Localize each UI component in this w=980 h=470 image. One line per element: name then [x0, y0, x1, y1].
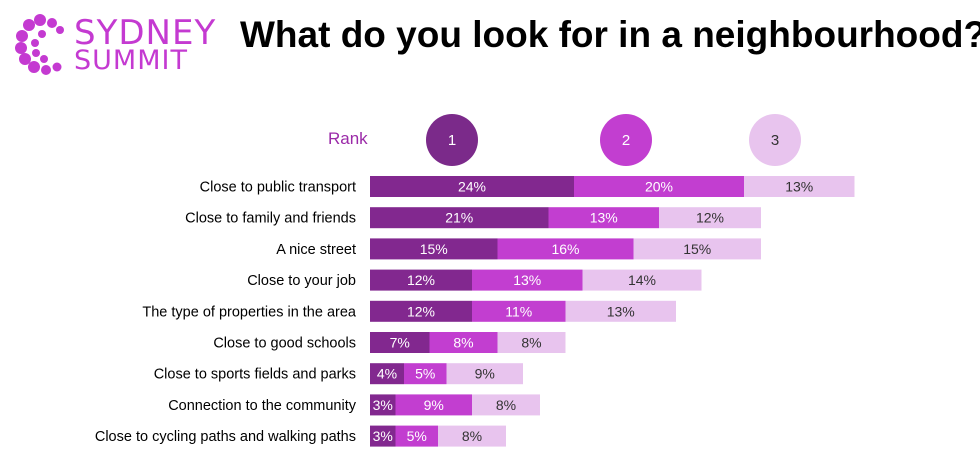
- bar-segment-rank-1: [370, 269, 472, 291]
- bar-segment-rank-3: [633, 238, 761, 260]
- bar-value-label: 8%: [462, 428, 482, 444]
- bar-value-label: 9%: [475, 366, 495, 382]
- category-label: The type of properties in the area: [142, 304, 357, 320]
- bar-segment-rank-3: [446, 363, 523, 385]
- bar-value-label: 20%: [645, 179, 673, 195]
- bar-segment-rank-1: [370, 300, 472, 322]
- bar-segment-rank-3: [497, 332, 566, 353]
- page-title: What do you look for in a neighbourhood?: [240, 14, 980, 55]
- rank-1-badge: 1: [426, 114, 478, 166]
- bar-segment-rank-2: [472, 300, 566, 322]
- bar-value-label: 12%: [696, 210, 724, 226]
- category-label: Close to good schools: [213, 336, 356, 352]
- bar-value-label: 13%: [513, 272, 541, 288]
- bar-segment-rank-2: [548, 207, 659, 229]
- bar-segment-rank-3: [659, 207, 761, 229]
- bar-value-label: 5%: [415, 366, 435, 382]
- bar-value-label: 7%: [390, 335, 410, 351]
- bar-value-label: 13%: [785, 179, 813, 195]
- logo-ring-icon: [15, 14, 64, 75]
- bar-value-label: 4%: [377, 366, 397, 382]
- bar-segment-rank-3: [438, 425, 506, 447]
- rank-2-badge: 2: [600, 114, 652, 166]
- bar-value-label: 8%: [496, 397, 516, 413]
- bar-value-label: 15%: [420, 241, 448, 257]
- bar-segment-rank-2: [395, 394, 472, 416]
- bar-segment-rank-1: [370, 332, 430, 353]
- bar-value-label: 12%: [407, 272, 435, 288]
- bar-value-label: 15%: [683, 241, 711, 257]
- category-label: Close to family and friends: [185, 211, 356, 227]
- bar-segment-rank-2: [429, 332, 498, 353]
- rank-3-badge: 3: [749, 114, 801, 166]
- bar-value-label: 13%: [607, 303, 635, 319]
- bar-segment-rank-2: [395, 425, 438, 447]
- bar-value-label: 9%: [424, 397, 444, 413]
- rank-label: Rank: [328, 129, 368, 148]
- category-label: Close to cycling paths and walking paths: [95, 429, 356, 445]
- bar-value-label: 13%: [590, 210, 618, 226]
- category-label: Close to sports fields and parks: [154, 367, 356, 383]
- bar-segment-rank-3: [582, 269, 702, 291]
- bar-value-label: 5%: [407, 428, 427, 444]
- bar-segment-rank-1: [370, 176, 574, 197]
- bar-value-label: 24%: [458, 179, 486, 195]
- bar-segment-rank-2: [472, 269, 583, 291]
- bar-segment-rank-2: [497, 238, 634, 260]
- logo-text-summit: SUMMIT: [74, 45, 188, 76]
- category-label: Connection to the community: [168, 398, 357, 414]
- bar-segment-rank-3: [472, 394, 540, 416]
- bar-segment-rank-1: [370, 238, 498, 260]
- bar-segment-rank-1: [370, 363, 404, 385]
- bar-segment-rank-1: [370, 425, 396, 447]
- logo-text-sydney: SYDNEY: [74, 13, 217, 53]
- bar-value-label: 12%: [407, 303, 435, 319]
- category-label: Close to your job: [247, 273, 356, 289]
- bar-value-label: 8%: [453, 335, 473, 351]
- bar-segment-rank-1: [370, 394, 396, 416]
- bar-value-label: 11%: [505, 303, 532, 319]
- sydney-summit-logo: SYDNEY SUMMIT: [14, 14, 224, 76]
- bar-value-label: 16%: [551, 241, 579, 257]
- bar-value-label: 3%: [373, 428, 393, 444]
- bar-segment-rank-1: [370, 207, 549, 229]
- bar-segment-rank-3: [565, 300, 676, 322]
- bar-segment-rank-2: [404, 363, 447, 385]
- bar-segment-rank-2: [574, 176, 744, 197]
- category-label: A nice street: [276, 242, 356, 258]
- bar-value-label: 8%: [521, 335, 541, 351]
- category-label: Close to public transport: [200, 180, 356, 196]
- bar-value-label: 14%: [628, 272, 656, 288]
- bar-segment-rank-3: [744, 176, 855, 197]
- bar-value-label: 21%: [445, 210, 473, 226]
- bar-value-label: 3%: [373, 397, 393, 413]
